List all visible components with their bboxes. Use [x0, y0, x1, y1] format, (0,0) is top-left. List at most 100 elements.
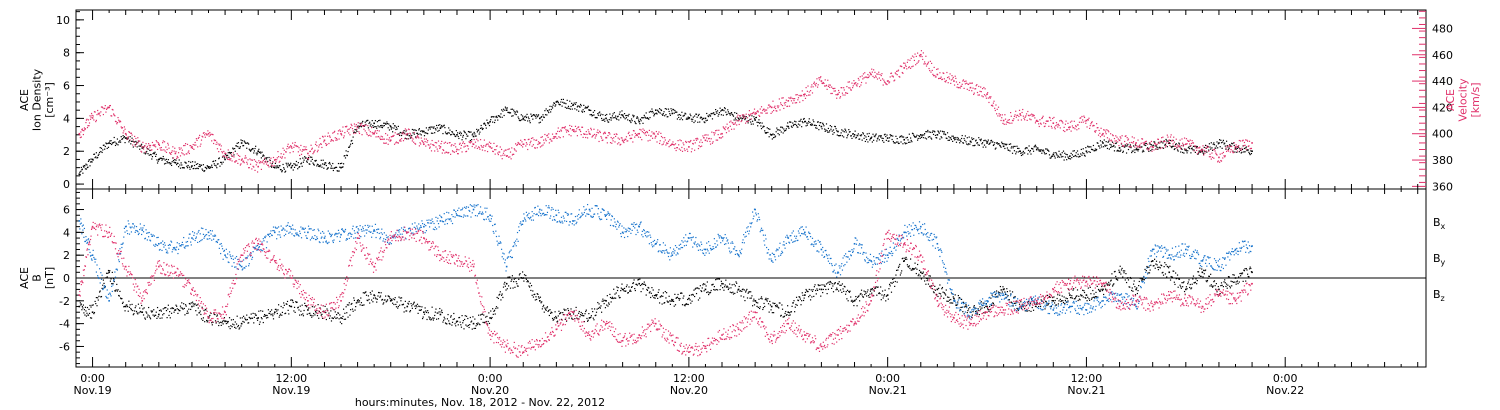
sample-point: [744, 118, 746, 121]
sample-point: [676, 147, 679, 149]
sample-point: [713, 112, 715, 114]
sample-point: [82, 172, 84, 174]
sample-point: [664, 115, 666, 117]
sample-point: [1197, 151, 1200, 153]
sample-point: [231, 160, 233, 162]
sample-point: [741, 117, 743, 120]
sample-point: [1191, 140, 1193, 142]
sample-point: [459, 131, 461, 133]
sample-point: [985, 95, 987, 97]
sample-point: [212, 321, 214, 323]
sample-point: [117, 144, 119, 146]
sample-point: [440, 126, 442, 128]
sample-point: [341, 323, 343, 325]
sample-point: [110, 278, 112, 280]
sample-point: [1155, 145, 1158, 147]
sample-point: [641, 117, 643, 119]
sample-point: [548, 309, 550, 312]
sample-point: [1215, 145, 1217, 147]
sample-point: [525, 115, 527, 117]
sample-point: [481, 146, 483, 148]
sample-point: [987, 139, 989, 141]
sample-point: [792, 102, 794, 104]
sample-point: [934, 76, 937, 78]
sample-point: [454, 323, 456, 325]
sample-point: [317, 149, 319, 151]
sample-point: [266, 156, 268, 159]
sample-point: [1132, 142, 1134, 144]
sample-point: [657, 133, 659, 135]
sample-point: [579, 316, 581, 318]
sample-point: [859, 86, 861, 88]
sample-point: [132, 140, 134, 142]
data-point: [356, 300, 359, 302]
sample-point: [590, 316, 592, 318]
sample-point: [1018, 115, 1020, 118]
sample-point: [490, 119, 492, 121]
data-point: [621, 139, 624, 142]
sample-point: [871, 136, 873, 138]
sample-point: [627, 132, 629, 135]
sample-point: [228, 326, 230, 328]
sample-point: [283, 302, 285, 304]
sample-point: [220, 148, 222, 150]
sample-point: [950, 138, 952, 141]
data-point: [1052, 122, 1055, 124]
sample-point: [509, 276, 511, 278]
sample-point: [830, 92, 832, 95]
sample-point: [497, 297, 499, 300]
sample-point: [91, 304, 93, 306]
sample-point: [714, 132, 716, 134]
sample-point: [1192, 145, 1195, 147]
sample-point: [911, 141, 913, 143]
sample-point: [940, 136, 942, 138]
sample-point: [190, 166, 192, 168]
sample-point: [365, 120, 368, 122]
sample-point: [749, 118, 751, 121]
sample-point: [912, 133, 914, 135]
sample-point: [601, 300, 603, 302]
sample-point: [441, 311, 443, 314]
sample-point: [909, 137, 912, 139]
sample-point: [1021, 111, 1023, 114]
sample-point: [1174, 147, 1176, 150]
sample-point: [786, 105, 788, 108]
sample-point: [88, 308, 90, 310]
sample-point: [464, 143, 466, 145]
sample-point: [786, 125, 788, 127]
sample-point: [822, 123, 824, 125]
sample-point: [634, 132, 636, 135]
sample-point: [95, 152, 97, 154]
sample-point: [788, 97, 790, 99]
sample-point: [763, 108, 765, 110]
sample-point: [728, 112, 730, 114]
sample-point: [888, 140, 890, 142]
sample-point: [586, 133, 588, 136]
sample-point: [296, 164, 298, 166]
sample-point: [242, 144, 245, 147]
sample-point: [1022, 150, 1024, 153]
sample-point: [438, 129, 440, 132]
sample-point: [353, 299, 356, 301]
sample-point: [256, 152, 259, 154]
sample-point: [358, 132, 361, 135]
sample-point: [806, 122, 808, 124]
y2-tick-label: 460: [1432, 49, 1453, 62]
sample-point: [1215, 152, 1217, 154]
sample-point: [734, 117, 736, 119]
sample-point: [836, 134, 838, 136]
sample-point: [243, 321, 245, 323]
sample-point: [1129, 146, 1131, 148]
sample-point: [1233, 142, 1235, 144]
sample-point: [849, 87, 851, 89]
sample-point: [264, 315, 266, 317]
sample-point: [689, 140, 691, 143]
sample-point: [1039, 122, 1042, 124]
sample-point: [922, 52, 924, 54]
sample-point: [84, 314, 86, 316]
sample-point: [822, 81, 824, 84]
sample-point: [768, 136, 770, 138]
sample-point: [825, 84, 828, 86]
sample-point: [83, 127, 86, 129]
